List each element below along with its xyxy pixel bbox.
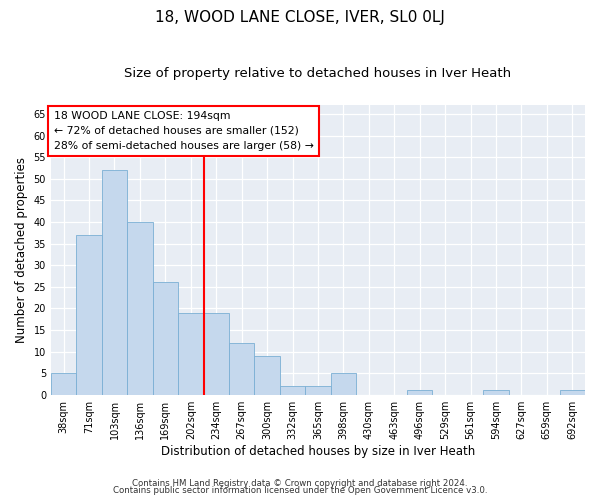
- Bar: [178, 312, 203, 394]
- Bar: [560, 390, 585, 394]
- Y-axis label: Number of detached properties: Number of detached properties: [15, 157, 28, 343]
- Bar: [76, 235, 102, 394]
- Bar: [407, 390, 433, 394]
- Bar: [229, 343, 254, 394]
- X-axis label: Distribution of detached houses by size in Iver Heath: Distribution of detached houses by size …: [161, 444, 475, 458]
- Bar: [305, 386, 331, 394]
- Bar: [102, 170, 127, 394]
- Bar: [127, 222, 152, 394]
- Bar: [152, 282, 178, 395]
- Bar: [254, 356, 280, 395]
- Text: Contains HM Land Registry data © Crown copyright and database right 2024.: Contains HM Land Registry data © Crown c…: [132, 478, 468, 488]
- Bar: [51, 373, 76, 394]
- Title: Size of property relative to detached houses in Iver Heath: Size of property relative to detached ho…: [124, 68, 512, 80]
- Text: Contains public sector information licensed under the Open Government Licence v3: Contains public sector information licen…: [113, 486, 487, 495]
- Text: 18 WOOD LANE CLOSE: 194sqm
← 72% of detached houses are smaller (152)
28% of sem: 18 WOOD LANE CLOSE: 194sqm ← 72% of deta…: [53, 111, 313, 150]
- Bar: [331, 373, 356, 394]
- Bar: [483, 390, 509, 394]
- Bar: [203, 312, 229, 394]
- Bar: [280, 386, 305, 394]
- Text: 18, WOOD LANE CLOSE, IVER, SL0 0LJ: 18, WOOD LANE CLOSE, IVER, SL0 0LJ: [155, 10, 445, 25]
